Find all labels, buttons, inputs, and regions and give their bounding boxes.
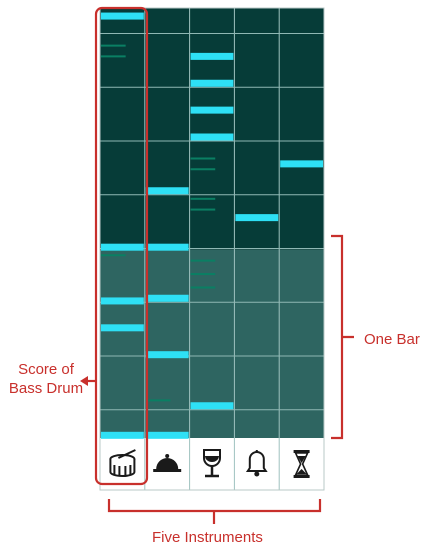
faint-note	[190, 197, 216, 200]
one-bar-label: One Bar	[364, 331, 420, 348]
score-arrow	[80, 376, 96, 386]
note-block	[145, 243, 189, 251]
note-block	[280, 160, 323, 168]
score-label-line2: Bass Drum	[8, 380, 84, 397]
note-block	[145, 431, 189, 439]
note-block	[190, 52, 234, 60]
grid-lines	[99, 7, 325, 491]
score-grid	[100, 8, 324, 490]
drum-icon	[109, 449, 136, 477]
instrument-icon-row	[109, 449, 310, 478]
note-block	[145, 187, 189, 195]
note-block	[101, 297, 144, 305]
five-instruments-label: Five Instruments	[152, 529, 263, 546]
note-block	[145, 351, 189, 359]
faint-note	[190, 208, 216, 211]
wine-glass-icon	[203, 449, 221, 478]
faint-note	[101, 55, 126, 58]
faint-note	[190, 273, 216, 276]
note-block	[101, 324, 144, 332]
active-section	[100, 8, 324, 250]
five-instruments-bracket	[107, 499, 322, 524]
grid-border	[99, 7, 325, 491]
bass-drum-highlight-box	[94, 6, 149, 486]
one-bar-bracket	[331, 234, 354, 440]
note-block	[190, 106, 234, 114]
faint-note	[190, 259, 216, 262]
note-block	[190, 402, 234, 410]
note-block	[101, 12, 144, 20]
note-block	[101, 431, 144, 439]
faint-note	[101, 254, 126, 257]
faint-note	[190, 286, 216, 289]
cloche-icon	[153, 454, 182, 472]
note-block	[190, 133, 234, 141]
score-of-bass-drum-label: Score of Bass Drum	[0, 360, 92, 398]
notes-layer	[101, 12, 323, 439]
note-block	[190, 79, 234, 87]
bell-icon	[245, 450, 268, 477]
faint-note	[145, 399, 171, 402]
score-label-line1: Score of	[18, 361, 74, 378]
faint-note	[190, 168, 216, 171]
note-block	[235, 214, 279, 222]
note-block	[101, 243, 144, 251]
faint-note	[101, 44, 126, 47]
note-block	[145, 294, 189, 302]
hourglass-icon	[293, 450, 310, 478]
faint-note	[190, 157, 216, 160]
